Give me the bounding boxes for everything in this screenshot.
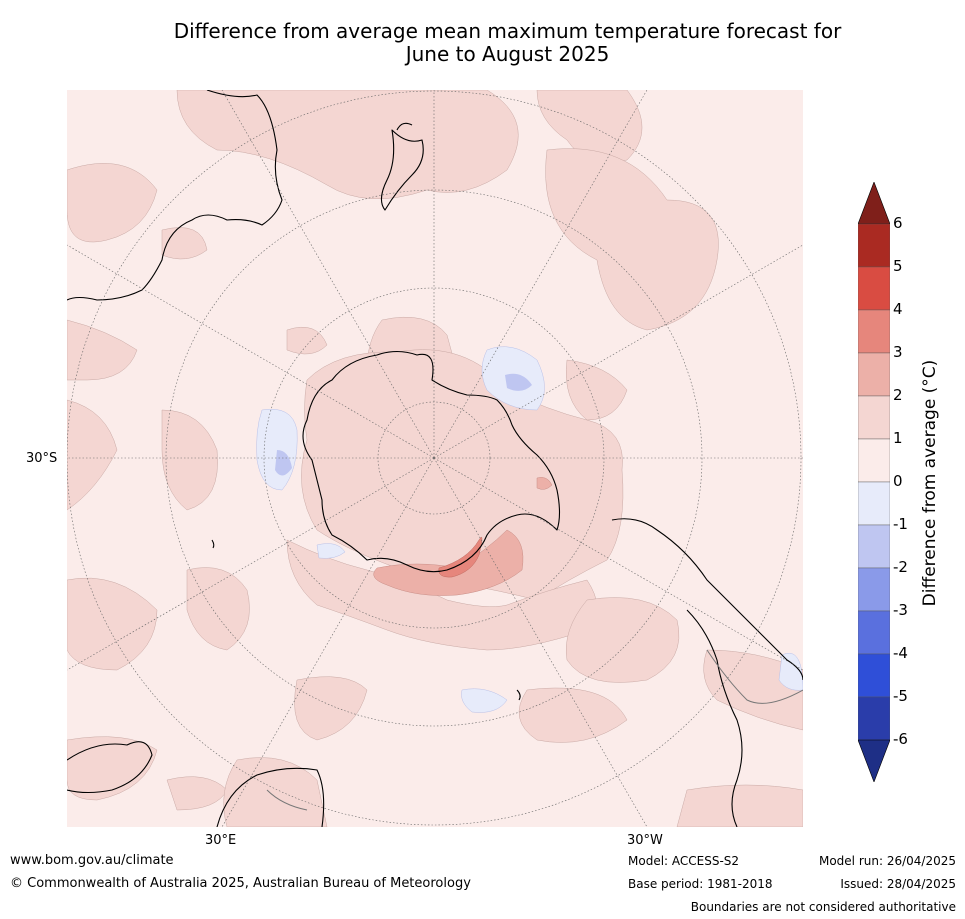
map-title: Difference from average mean maximum tem… — [100, 20, 915, 66]
colorbar-title: Difference from average (°C) — [920, 359, 940, 607]
issued-text: Issued: 28/04/2025 — [840, 877, 956, 891]
colorbar-tick-label: -3 — [893, 601, 908, 619]
colorbar-segment — [857, 438, 891, 483]
colorbar-tick-label: -6 — [893, 730, 908, 748]
anomaly-3-4-region — [438, 536, 483, 578]
colorbar-tick-label: -5 — [893, 687, 908, 705]
colorbar-tick-label: 6 — [893, 214, 903, 232]
anomaly-1-2-regions — [67, 90, 803, 827]
lat-label-30s: 30°S — [26, 451, 58, 466]
base-period-text: Base period: 1981-2018 — [628, 877, 773, 891]
boundaries — [266, 649, 803, 811]
colorbar-segment — [857, 610, 891, 655]
colorbar-segment — [857, 395, 891, 440]
colorbar-segment — [857, 567, 891, 612]
colorbar-graphic — [857, 181, 891, 783]
copyright-text: © Commonwealth of Australia 2025, Austra… — [10, 876, 471, 891]
disclaimer-text: Boundaries are not considered authoritat… — [690, 900, 956, 914]
colorbar-extend-bottom — [857, 739, 891, 783]
colorbar-segment — [857, 653, 891, 698]
forecast-map — [67, 90, 803, 827]
colorbar-segment — [857, 524, 891, 569]
colorbar-tick-label: -1 — [893, 515, 908, 533]
colorbar-segment — [857, 223, 891, 268]
colorbar-segment — [857, 266, 891, 311]
colorbar-tick-label: 3 — [893, 343, 903, 361]
coastlines — [67, 90, 803, 827]
colorbar-tick-label: 4 — [893, 300, 903, 318]
website-link[interactable]: www.bom.gov.au/climate — [10, 853, 174, 868]
title-line-1: Difference from average mean maximum tem… — [173, 19, 842, 43]
colorbar-tick-label: 5 — [893, 257, 903, 275]
title-line-2: June to August 2025 — [405, 42, 610, 66]
colorbar-tick-label: -2 — [893, 558, 908, 576]
lon-label-30w: 30°W — [627, 833, 663, 848]
colorbar-tick-label: 1 — [893, 429, 903, 447]
colorbar-segment — [857, 352, 891, 397]
colorbar — [857, 181, 891, 783]
colorbar-segment — [857, 309, 891, 354]
colorbar-tick-label: 2 — [893, 386, 903, 404]
colorbar-segment — [857, 481, 891, 526]
colorbar-tick-label: 0 — [893, 472, 903, 490]
model-run-text: Model run: 26/04/2025 — [818, 854, 956, 868]
colorbar-segment — [857, 696, 891, 741]
colorbar-extend-top — [857, 181, 891, 225]
lon-label-30e: 30°E — [205, 833, 237, 848]
colorbar-tick-label: -4 — [893, 644, 908, 662]
meridians — [67, 90, 803, 827]
model-text: Model: ACCESS-S2 — [628, 854, 740, 868]
anomaly-minus-1-2-regions — [275, 373, 532, 476]
